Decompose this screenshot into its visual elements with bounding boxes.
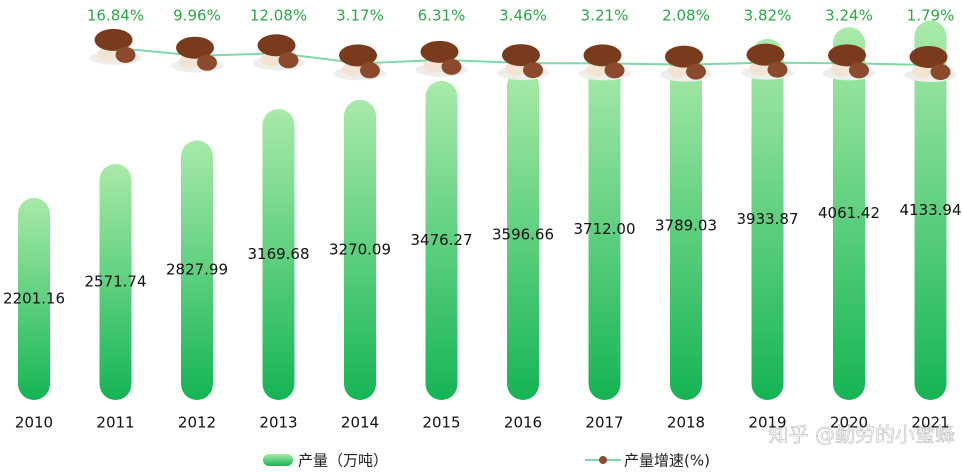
- growth-label: 3.46%: [499, 7, 547, 25]
- mushroom-marker: [741, 43, 794, 80]
- mushroom-marker: [415, 40, 468, 77]
- marker-cap: [176, 36, 214, 59]
- marker-cap: [583, 44, 622, 67]
- growth-label: 3.82%: [744, 7, 792, 25]
- marker-cap: [339, 44, 377, 67]
- value-label: 3270.09: [329, 240, 391, 258]
- x-tick-label: 2011: [96, 414, 134, 432]
- marker-cap-small: [930, 63, 951, 80]
- growth-label: 3.24%: [825, 7, 873, 25]
- marker-cap-small: [849, 62, 869, 79]
- value-label: 2571.74: [84, 272, 146, 290]
- marker-cap: [420, 40, 459, 63]
- growth-label: 1.79%: [907, 7, 955, 25]
- bar: [914, 20, 947, 400]
- marker-cap-small: [523, 62, 543, 79]
- x-tick-label: 2014: [341, 414, 379, 432]
- x-tick-label: 2019: [748, 414, 786, 432]
- x-tick-label: 2021: [911, 414, 949, 432]
- marker-cap: [502, 44, 540, 67]
- x-tick-label: 2016: [504, 414, 542, 432]
- mushroom-marker: [171, 36, 223, 73]
- value-label: 4133.94: [899, 201, 961, 219]
- mushroom-marker: [252, 34, 305, 71]
- growth-label: 12.08%: [250, 7, 307, 25]
- growth-label: 2.08%: [662, 7, 710, 25]
- value-label: 3789.03: [655, 217, 717, 235]
- marker-cap-small: [278, 52, 299, 69]
- bar: [507, 69, 539, 400]
- x-tick-label: 2013: [259, 414, 297, 432]
- growth-label: 6.31%: [418, 7, 466, 25]
- x-tick-label: 2015: [422, 414, 460, 432]
- bar: [425, 80, 458, 400]
- legend-marker: [599, 456, 607, 464]
- watermark: 知乎 @勤劳的小蜜蜂: [769, 423, 955, 447]
- marker-cap-small: [767, 61, 788, 78]
- marker-cap: [909, 45, 948, 68]
- mushroom-marker: [823, 44, 875, 81]
- growth-label: 16.84%: [87, 7, 144, 25]
- legend-label: 产量增速(%): [624, 452, 710, 470]
- bar: [344, 99, 376, 401]
- bar: [18, 197, 50, 400]
- marker-cap: [257, 34, 296, 57]
- marker-cap-small: [197, 54, 217, 71]
- mushroom-marker: [578, 44, 631, 81]
- legend-swatch: [263, 454, 293, 466]
- growth-label: 3.17%: [336, 7, 384, 25]
- x-tick-label: 2012: [178, 414, 216, 432]
- marker-cap: [828, 44, 866, 67]
- marker-cap: [94, 28, 133, 51]
- value-label: 2827.99: [166, 261, 228, 279]
- value-label: 3596.66: [492, 225, 554, 243]
- mushroom-marker: [660, 45, 712, 82]
- growth-label: 9.96%: [173, 7, 221, 25]
- value-label: 4061.42: [818, 204, 880, 222]
- bar: [588, 59, 621, 400]
- bar: [670, 52, 702, 401]
- bar: [99, 163, 132, 400]
- mushroom-marker: [334, 44, 386, 81]
- bar: [262, 109, 295, 401]
- mushroom-marker: [497, 44, 549, 81]
- bar: [833, 27, 865, 401]
- marker-cap-small: [360, 62, 380, 79]
- marker-cap: [665, 45, 703, 68]
- value-label: 2201.16: [3, 289, 65, 307]
- marker-cap-small: [441, 58, 462, 75]
- value-label: 3476.27: [410, 231, 472, 249]
- x-tick-label: 2017: [585, 414, 623, 432]
- x-tick-label: 2020: [830, 414, 868, 432]
- mushroom-marker: [89, 28, 142, 65]
- marker-cap-small: [115, 46, 136, 63]
- mushroom-marker: [904, 45, 957, 82]
- value-label: 3712.00: [573, 220, 635, 238]
- marker-cap-small: [686, 63, 706, 80]
- bar: [181, 140, 213, 401]
- marker-cap: [746, 43, 785, 66]
- value-label: 3933.87: [736, 210, 798, 228]
- bar: [751, 38, 784, 401]
- x-tick-label: 2010: [15, 414, 53, 432]
- value-label: 3169.68: [247, 245, 309, 263]
- marker-cap-small: [604, 62, 625, 79]
- x-tick-label: 2018: [667, 414, 705, 432]
- legend-label: 产量（万吨）: [298, 452, 388, 470]
- growth-label: 3.21%: [581, 7, 629, 25]
